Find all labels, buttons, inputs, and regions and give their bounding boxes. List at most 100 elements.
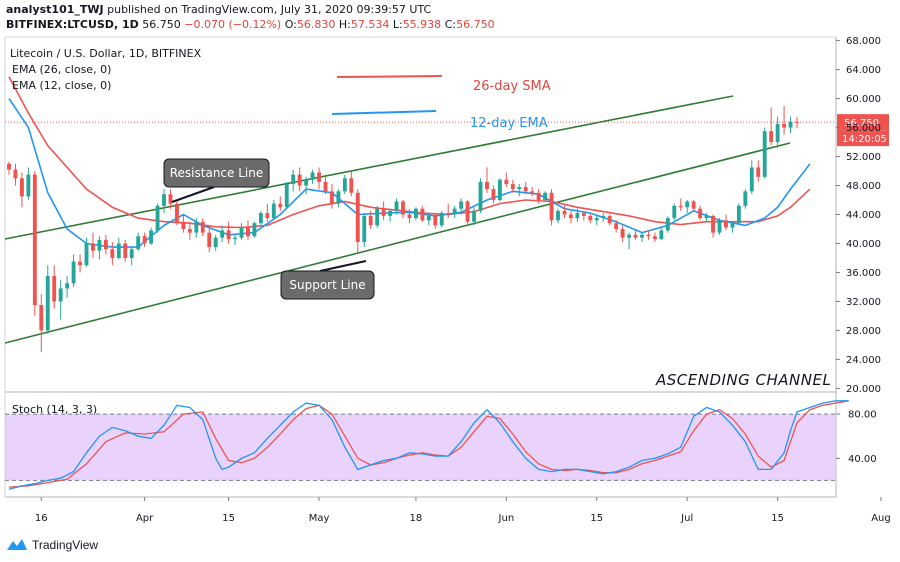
candle bbox=[665, 215, 670, 233]
candle-body bbox=[368, 215, 373, 226]
candle bbox=[736, 203, 741, 226]
candle bbox=[491, 185, 496, 204]
candle bbox=[485, 167, 489, 193]
candle bbox=[510, 179, 515, 193]
candle-body bbox=[523, 186, 528, 192]
close-value: 56.750 bbox=[456, 18, 495, 31]
candle-body bbox=[381, 208, 386, 216]
candle-body bbox=[52, 276, 57, 302]
candle-body bbox=[736, 205, 741, 224]
candle-body bbox=[717, 220, 722, 233]
price-tick-label: 20.000 bbox=[846, 384, 881, 395]
tradingview-logo[interactable]: TradingView bbox=[6, 538, 98, 552]
candle bbox=[394, 198, 399, 215]
candle-body bbox=[258, 213, 263, 224]
candle bbox=[155, 203, 160, 233]
candle-body bbox=[355, 192, 360, 243]
candle-body bbox=[685, 201, 690, 208]
candle bbox=[103, 234, 108, 255]
candle-body bbox=[323, 181, 328, 192]
candle bbox=[45, 265, 50, 335]
candle-body bbox=[220, 230, 225, 238]
candle-body bbox=[39, 305, 44, 331]
candle-body bbox=[549, 192, 554, 221]
candle bbox=[588, 213, 593, 224]
candle-body bbox=[97, 239, 102, 251]
candle bbox=[497, 178, 502, 202]
candle bbox=[795, 116, 799, 129]
candle-body bbox=[65, 283, 70, 289]
candle-body bbox=[504, 179, 509, 185]
candle bbox=[258, 210, 263, 226]
author-name[interactable]: analyst101_TWJ bbox=[6, 3, 104, 16]
candle bbox=[594, 215, 599, 226]
candle-body bbox=[517, 186, 522, 190]
candle-body bbox=[659, 230, 664, 240]
candle-body bbox=[420, 208, 425, 221]
candle bbox=[136, 232, 141, 251]
candle bbox=[698, 205, 703, 221]
candle-body bbox=[562, 210, 567, 215]
candle-body bbox=[297, 174, 302, 186]
candle-body bbox=[187, 228, 192, 233]
symbol-line: BITFINEX:LTCUSD, 1D 56.750 −0.070 (−0.12… bbox=[6, 18, 495, 31]
candle bbox=[730, 221, 735, 233]
candle bbox=[407, 208, 412, 224]
candle bbox=[652, 232, 657, 243]
price-change: −0.070 (−0.12%) bbox=[184, 18, 282, 31]
candle bbox=[200, 218, 205, 237]
candle bbox=[543, 191, 548, 202]
candle bbox=[317, 167, 321, 190]
candle bbox=[769, 107, 774, 146]
stoch-tick-label: 80.00 bbox=[848, 410, 877, 421]
candle bbox=[336, 189, 341, 208]
candle bbox=[536, 189, 541, 204]
support-callout-pointer bbox=[319, 260, 367, 272]
candle bbox=[762, 127, 767, 179]
last-price-tag bbox=[837, 114, 889, 131]
stoch-k-line bbox=[8, 400, 849, 490]
candle bbox=[562, 205, 567, 219]
candle bbox=[678, 198, 683, 211]
price-tick-label: 36.000 bbox=[846, 268, 881, 279]
candle bbox=[13, 163, 18, 186]
candle bbox=[233, 234, 238, 245]
support-trendline bbox=[4, 142, 791, 344]
candle-body bbox=[19, 178, 24, 197]
candle bbox=[97, 236, 102, 260]
candle bbox=[368, 210, 373, 229]
candle bbox=[252, 221, 257, 238]
candle bbox=[271, 200, 276, 221]
candle-body bbox=[678, 205, 683, 208]
candle-body bbox=[646, 234, 651, 237]
candle-body bbox=[349, 178, 354, 193]
candle-body bbox=[568, 214, 573, 219]
candle bbox=[19, 172, 24, 208]
candle-body bbox=[575, 213, 580, 219]
candle-body bbox=[278, 203, 283, 208]
candle-body bbox=[116, 243, 121, 258]
candle-body bbox=[594, 218, 599, 221]
candle-body bbox=[336, 191, 341, 204]
candle-body bbox=[375, 208, 380, 226]
candle-body bbox=[110, 249, 115, 258]
candle bbox=[711, 214, 715, 238]
candle-body bbox=[194, 221, 199, 233]
support-callout-text: Support Line bbox=[289, 278, 365, 292]
candle-body bbox=[13, 169, 18, 179]
candle bbox=[568, 210, 573, 224]
candle-body bbox=[497, 179, 502, 201]
candle-body bbox=[478, 181, 483, 211]
candle-body bbox=[601, 215, 606, 219]
candle bbox=[26, 167, 31, 201]
candle-body bbox=[465, 201, 470, 222]
candle-body bbox=[788, 121, 793, 128]
candle bbox=[84, 237, 89, 267]
tradingview-logo-icon bbox=[7, 539, 27, 550]
candle bbox=[581, 210, 586, 221]
time-tick-label: Jun bbox=[498, 513, 515, 524]
candle-body bbox=[491, 189, 496, 201]
candle-body bbox=[123, 243, 128, 258]
candle bbox=[691, 200, 696, 211]
